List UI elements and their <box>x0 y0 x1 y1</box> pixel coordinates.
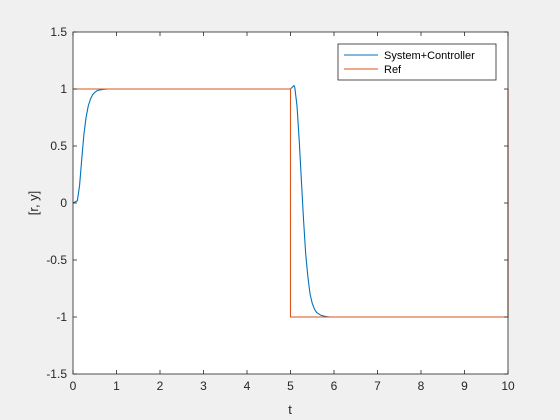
legend-entry: System+Controller <box>384 50 475 62</box>
y-tick-label: -1.5 <box>46 367 67 381</box>
x-tick-label: 6 <box>331 379 338 393</box>
legend-box <box>337 43 497 81</box>
y-tick-label: 1.5 <box>50 25 67 39</box>
series-line-system-controller <box>72 84 508 318</box>
legend: System+Controller Ref <box>337 43 497 81</box>
x-tick-label: 8 <box>418 379 425 393</box>
y-tick-label: 0 <box>60 196 67 210</box>
x-tick-label: 0 <box>70 379 77 393</box>
x-tick-label: 1 <box>113 379 120 393</box>
x-tick-label: 7 <box>374 379 381 393</box>
x-tick-label: 5 <box>287 379 294 393</box>
y-tick-label: 1 <box>60 82 67 96</box>
x-tick-label: 2 <box>157 379 164 393</box>
y-axis-label: [r, y] <box>26 191 41 216</box>
y-tick-label: -0.5 <box>46 253 67 267</box>
x-tick-label: 3 <box>200 379 207 393</box>
y-tick-label: -1 <box>56 310 67 324</box>
ticks-layer: 0 1 2 3 4 5 6 7 8 9 10 -1.5 -1 -0.5 0 0.5 1 1.5 <box>46 25 515 393</box>
x-axis-label: t <box>288 402 292 417</box>
y-tick-label: 0.5 <box>50 139 67 153</box>
legend-entry: Ref <box>384 64 402 76</box>
x-tick-label: 4 <box>244 379 251 393</box>
x-tick-label: 10 <box>501 379 515 393</box>
x-tick-label: 9 <box>461 379 468 393</box>
